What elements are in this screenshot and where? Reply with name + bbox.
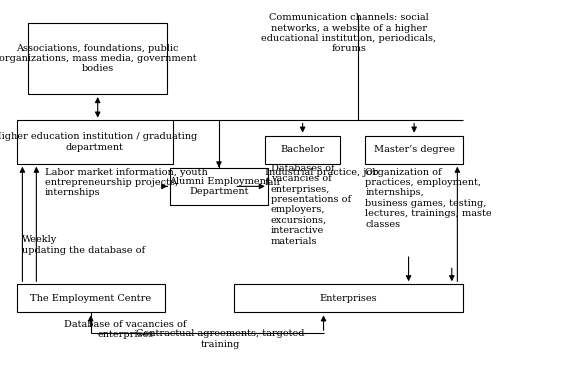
Text: Communication channels: social
networks, a website of a higher
educational insti: Communication channels: social networks,… bbox=[261, 13, 436, 53]
Text: The Employment Centre: The Employment Centre bbox=[30, 294, 151, 303]
Text: Industrial practice, job
fair: Industrial practice, job fair bbox=[265, 167, 378, 187]
Text: Master’s degree: Master’s degree bbox=[374, 145, 455, 154]
FancyBboxPatch shape bbox=[365, 136, 463, 164]
FancyBboxPatch shape bbox=[265, 136, 340, 164]
Text: Databases of
vacancies of
enterprises,
presentations of
employers,
excursions,
i: Databases of vacancies of enterprises, p… bbox=[270, 164, 351, 246]
FancyBboxPatch shape bbox=[17, 284, 164, 313]
Text: Bachelor: Bachelor bbox=[281, 145, 325, 154]
Text: Contractual agreements, targeted
training: Contractual agreements, targeted trainin… bbox=[136, 329, 304, 349]
Text: Enterprises: Enterprises bbox=[320, 294, 377, 303]
Text: Weekly
updating the database of: Weekly updating the database of bbox=[22, 235, 146, 255]
FancyBboxPatch shape bbox=[170, 167, 268, 205]
Text: Higher education institution / graduating
department: Higher education institution / graduatin… bbox=[0, 132, 197, 152]
Text: Associations, foundations, public
organizations, mass media, government
bodies: Associations, foundations, public organi… bbox=[0, 43, 196, 73]
Text: Labor market information, youth
entrepreneurship projects,
internships: Labor market information, youth entrepre… bbox=[45, 167, 208, 197]
FancyBboxPatch shape bbox=[17, 121, 173, 164]
FancyBboxPatch shape bbox=[28, 23, 167, 94]
Text: Database of vacancies of
enterprises: Database of vacancies of enterprises bbox=[64, 320, 187, 339]
Text: Alumni Employment
Department: Alumni Employment Department bbox=[168, 177, 269, 196]
FancyBboxPatch shape bbox=[234, 284, 463, 313]
Text: Organization of
practices, employment,
internships,
business games, testing,
lec: Organization of practices, employment, i… bbox=[365, 167, 492, 228]
